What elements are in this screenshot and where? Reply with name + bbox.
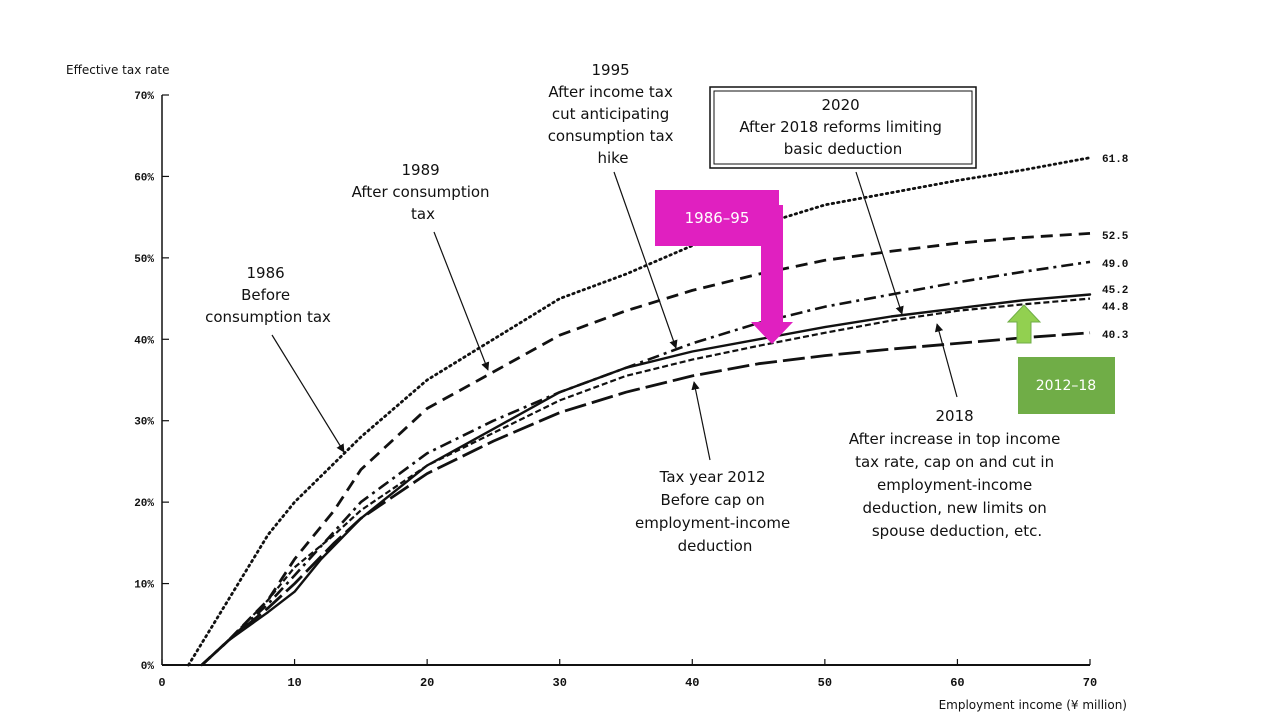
series-line-1986 bbox=[187, 156, 1092, 667]
annotation-2018-line: spouse deduction, etc. bbox=[872, 522, 1042, 540]
x-tick-label: 20 bbox=[420, 676, 434, 690]
annotation-2020-box-outer bbox=[709, 86, 977, 169]
x-tick-label: 70 bbox=[1083, 676, 1097, 690]
y-ticks: 0% 10% 20% 30% 40% 50% 60% 70% bbox=[134, 91, 169, 673]
annotation-1989: 1989 After consumption tax bbox=[352, 161, 495, 223]
annotation-2018: 2018 After increase in top income tax ra… bbox=[849, 407, 1065, 540]
x-tick-label: 60 bbox=[950, 676, 964, 690]
series-line-1989 bbox=[200, 232, 1091, 667]
annotation-2020-line: After 2018 reforms limiting bbox=[739, 118, 942, 136]
series-line-2020 bbox=[201, 297, 1091, 666]
annotation-2012-line: Before cap on bbox=[660, 491, 764, 509]
x-tick-label: 10 bbox=[287, 676, 301, 690]
callout-1986-95-label: 1986–95 bbox=[685, 209, 750, 227]
end-value-label: 44.8 bbox=[1102, 302, 1129, 314]
x-tick-label: 0 bbox=[158, 676, 165, 690]
callout-1986-95-box bbox=[655, 190, 779, 246]
callout-2012-18-box bbox=[1018, 357, 1115, 414]
y-tick-label: 30% bbox=[134, 417, 154, 429]
y-tick-label: 40% bbox=[134, 335, 154, 347]
end-value-label: 40.3 bbox=[1102, 330, 1129, 342]
annotation-1995-line: cut anticipating bbox=[552, 105, 669, 123]
annotation-2020-line: basic deduction bbox=[784, 140, 902, 158]
y-tick-label: 20% bbox=[134, 498, 154, 510]
annotation-2018-line: tax rate, cap on and cut in bbox=[855, 453, 1054, 471]
annotation-2018-line: After increase in top income bbox=[849, 430, 1061, 448]
annotation-1989-line: After consumption bbox=[352, 183, 490, 201]
annotation-2020-box-inner bbox=[713, 90, 973, 165]
x-tick-label: 30 bbox=[553, 676, 567, 690]
arrow-1989 bbox=[433, 231, 490, 371]
series-line-1995 bbox=[200, 260, 1091, 666]
end-value-label: 52.5 bbox=[1102, 231, 1129, 243]
y-tick-label: 0% bbox=[141, 661, 155, 673]
annotation-2020-line: 2020 bbox=[822, 96, 860, 114]
arrow-1995 bbox=[613, 171, 678, 349]
annotation-1995-line: consumption tax bbox=[548, 127, 674, 145]
annotation-2018-line: deduction, new limits on bbox=[862, 499, 1046, 517]
x-tick-label: 50 bbox=[818, 676, 832, 690]
x-tick-label: 40 bbox=[685, 676, 699, 690]
arrow-1986 bbox=[271, 334, 345, 453]
y-tick-label: 10% bbox=[134, 580, 154, 592]
annotation-1995-line: 1995 bbox=[592, 61, 630, 79]
annotation-2018-line: employment-income bbox=[877, 476, 1032, 494]
annotation-1986: 1986 Before consumption tax bbox=[205, 264, 331, 326]
series-line-2012 bbox=[200, 331, 1091, 667]
annotation-1995-line: hike bbox=[597, 149, 628, 167]
annotation-1986-line: Before bbox=[241, 286, 290, 304]
end-value-label: 49.0 bbox=[1102, 259, 1128, 271]
series-line-2018 bbox=[200, 293, 1092, 667]
annotation-1995-line: After income tax bbox=[548, 83, 673, 101]
annotation-1989-line: tax bbox=[411, 205, 435, 223]
end-value-label: 45.2 bbox=[1102, 285, 1128, 297]
annotation-1986-line: consumption tax bbox=[205, 308, 331, 326]
annotation-1995: 1995 After income tax cut anticipating c… bbox=[548, 61, 679, 167]
y-tick-label: 50% bbox=[134, 254, 154, 266]
annotation-2012: Tax year 2012 Before cap on employment-i… bbox=[635, 468, 795, 555]
callout-2012-18-label: 2012–18 bbox=[1036, 378, 1096, 394]
annotation-2012-line: deduction bbox=[678, 537, 753, 555]
series-group bbox=[187, 156, 1092, 667]
arrow-2018 bbox=[934, 323, 958, 398]
annotation-1989-line: 1989 bbox=[402, 161, 440, 179]
end-value-label: 61.8 bbox=[1102, 154, 1129, 166]
arrow-2012 bbox=[691, 381, 711, 461]
y-axis-label: Effective tax rate bbox=[66, 63, 170, 77]
down-arrow-icon bbox=[751, 205, 793, 344]
annotation-2012-line: employment-income bbox=[635, 514, 790, 532]
end-labels: 61.8 52.5 49.0 45.2 44.8 40.3 bbox=[1102, 154, 1129, 342]
x-ticks: 0 10 20 30 40 50 60 70 bbox=[158, 659, 1097, 690]
annotation-2018-line: 2018 bbox=[936, 407, 974, 425]
annotation-1986-line: 1986 bbox=[247, 264, 285, 282]
x-axis-label: Employment income (¥ million) bbox=[939, 698, 1127, 712]
up-arrow-icon bbox=[1006, 304, 1042, 344]
annotation-arrows bbox=[271, 171, 958, 461]
annotation-2012-line: Tax year 2012 bbox=[659, 468, 766, 486]
arrow-2020 bbox=[855, 171, 904, 315]
y-tick-label: 60% bbox=[134, 172, 154, 184]
annotation-2020: 2020 After 2018 reforms limiting basic d… bbox=[739, 96, 946, 158]
y-tick-label: 70% bbox=[134, 91, 154, 103]
